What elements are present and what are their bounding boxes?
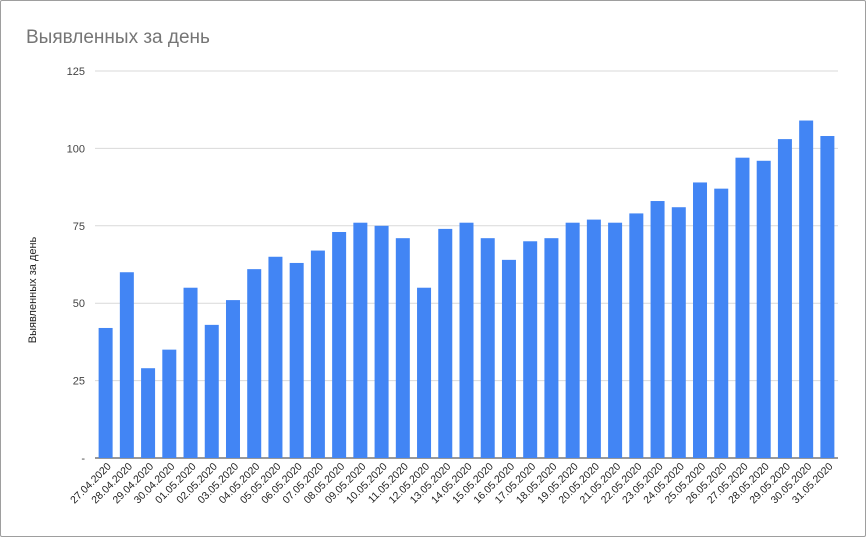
bar xyxy=(586,219,601,458)
bar xyxy=(799,120,814,458)
bar xyxy=(289,262,304,458)
bar xyxy=(204,324,219,458)
bar xyxy=(162,349,177,458)
bars xyxy=(98,120,835,459)
bar xyxy=(735,157,750,459)
bar xyxy=(777,139,792,458)
bar xyxy=(98,327,113,458)
bar xyxy=(820,136,835,459)
y-tick-label: - xyxy=(81,453,85,465)
y-tick-label: 50 xyxy=(73,298,85,310)
bar xyxy=(395,238,410,458)
chart-title: Выявленных за день xyxy=(26,27,210,48)
bar xyxy=(141,368,156,458)
bar xyxy=(119,272,134,458)
y-tick-label: 100 xyxy=(67,143,85,155)
y-tick-label: 75 xyxy=(73,221,85,233)
bar xyxy=(459,222,474,458)
bar xyxy=(501,259,516,458)
bar xyxy=(565,222,580,458)
bar xyxy=(332,231,347,458)
bar xyxy=(438,228,453,458)
bar xyxy=(183,287,198,458)
bar xyxy=(756,160,771,458)
bar xyxy=(374,225,389,458)
bar xyxy=(671,207,686,458)
y-axis-ticks: - 25 50 75 100 125 xyxy=(67,66,86,465)
bar xyxy=(353,222,368,458)
bar xyxy=(629,213,644,458)
bar xyxy=(608,222,623,458)
bar xyxy=(268,256,283,458)
bar xyxy=(310,250,325,458)
bar xyxy=(650,201,665,459)
bar xyxy=(714,188,729,458)
y-tick-label: 125 xyxy=(67,66,85,78)
y-tick-label: 25 xyxy=(73,376,85,388)
bar xyxy=(693,182,708,458)
bar xyxy=(480,238,495,458)
bar xyxy=(544,238,559,458)
bar xyxy=(225,300,240,458)
bar xyxy=(247,269,262,458)
x-axis-ticks: 27.04.202028.04.202029.04.202030.04.2020… xyxy=(68,461,836,507)
bar xyxy=(523,241,538,458)
bar xyxy=(417,287,432,458)
